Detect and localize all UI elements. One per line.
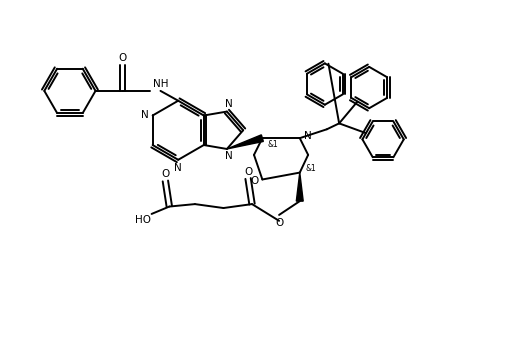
Polygon shape bbox=[296, 172, 303, 201]
Text: N: N bbox=[225, 151, 233, 161]
Text: &1: &1 bbox=[305, 164, 316, 173]
Text: N: N bbox=[225, 99, 233, 109]
Text: O: O bbox=[119, 54, 127, 64]
Text: O: O bbox=[161, 169, 169, 179]
Text: O: O bbox=[244, 167, 252, 177]
Text: N: N bbox=[141, 111, 149, 121]
Text: NH: NH bbox=[153, 79, 168, 89]
Polygon shape bbox=[227, 135, 263, 149]
Text: O: O bbox=[250, 176, 259, 186]
Text: HO: HO bbox=[135, 215, 151, 225]
Text: N: N bbox=[174, 163, 182, 173]
Text: N: N bbox=[304, 131, 312, 141]
Text: &1: &1 bbox=[268, 140, 278, 149]
Text: O: O bbox=[275, 218, 283, 228]
